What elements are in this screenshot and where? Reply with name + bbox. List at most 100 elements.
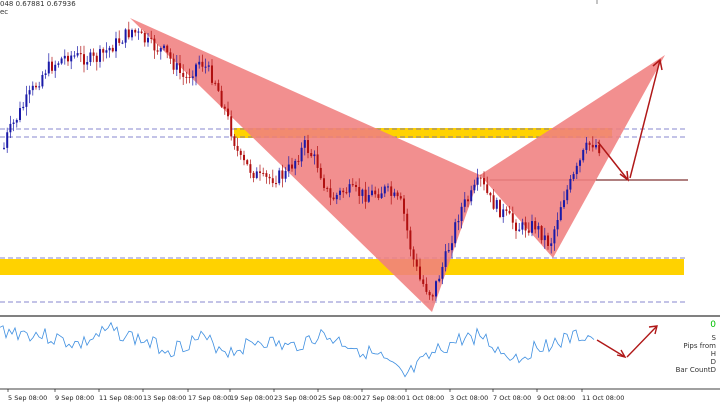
candle-body bbox=[383, 186, 386, 194]
candle-body bbox=[367, 195, 370, 202]
candle-body bbox=[387, 186, 389, 188]
candle-body bbox=[246, 160, 249, 165]
candle-body bbox=[396, 192, 399, 197]
candle-body bbox=[431, 295, 434, 297]
candle-body bbox=[543, 235, 546, 241]
candle-body bbox=[588, 142, 591, 145]
candle-body bbox=[342, 190, 345, 193]
candle-body bbox=[300, 147, 303, 162]
candle-body bbox=[355, 185, 357, 187]
candle-body bbox=[563, 200, 565, 208]
candle-body bbox=[479, 177, 482, 179]
candle-body bbox=[217, 83, 220, 91]
candle-body bbox=[499, 200, 501, 217]
time-axis-label: 23 Sep 08:00 bbox=[274, 394, 317, 402]
candle-body bbox=[169, 52, 172, 59]
candle-body bbox=[454, 222, 457, 244]
candle-body bbox=[191, 76, 194, 78]
candle-body bbox=[95, 55, 98, 62]
candle-body bbox=[15, 119, 18, 123]
candle-body bbox=[198, 61, 201, 65]
candle-body bbox=[25, 94, 28, 107]
candle-body bbox=[575, 165, 578, 175]
candle-body bbox=[265, 173, 268, 177]
candle-body bbox=[201, 61, 204, 67]
time-axis-label: 13 Sep 08:00 bbox=[143, 394, 186, 402]
candle-body bbox=[207, 65, 210, 67]
candle-body bbox=[582, 149, 585, 161]
candle-body bbox=[412, 249, 415, 260]
candle-body bbox=[486, 184, 489, 193]
candle-body bbox=[204, 66, 207, 68]
candle-body bbox=[348, 184, 351, 193]
candle-body bbox=[137, 31, 140, 33]
candle-body bbox=[271, 178, 274, 184]
candle-body bbox=[537, 226, 540, 230]
candle-body bbox=[505, 209, 508, 211]
candle-body bbox=[393, 192, 396, 196]
candle-body bbox=[473, 184, 476, 191]
candle-body bbox=[534, 221, 537, 230]
candle-body bbox=[211, 65, 213, 83]
candle-body bbox=[467, 199, 469, 202]
candle-body bbox=[521, 222, 524, 230]
demand-zone bbox=[0, 259, 684, 275]
candle-body bbox=[470, 190, 473, 202]
candle-body bbox=[351, 184, 354, 186]
time-axis-label: 27 Sep 08:00 bbox=[362, 394, 405, 402]
harmonic-pattern-xab[interactable] bbox=[130, 18, 480, 312]
candle-body bbox=[105, 50, 108, 53]
candle-body bbox=[179, 63, 181, 73]
harmonic-pattern-bcd[interactable] bbox=[480, 55, 665, 258]
indicator-label-d: D bbox=[710, 358, 716, 366]
candle-body bbox=[425, 283, 428, 292]
indicator-label-s: S bbox=[711, 334, 716, 342]
candle-body bbox=[422, 279, 425, 284]
candle-body bbox=[339, 190, 341, 195]
time-axis-label: 11 Sep 08:00 bbox=[99, 394, 142, 402]
candle-body bbox=[195, 64, 197, 77]
candle-body bbox=[255, 171, 258, 178]
candle-body bbox=[233, 136, 236, 146]
candle-body bbox=[518, 229, 521, 231]
candle-body bbox=[214, 82, 217, 84]
candle-body bbox=[335, 194, 338, 200]
candle-body bbox=[73, 55, 76, 57]
candle-body bbox=[131, 29, 133, 38]
candle-body bbox=[310, 153, 313, 157]
candle-body bbox=[159, 48, 162, 52]
candle-body bbox=[284, 170, 287, 179]
candle-body bbox=[31, 85, 34, 91]
indicator-label-h: H bbox=[710, 350, 716, 358]
candle-body bbox=[275, 183, 277, 185]
time-axis-label: 3 Oct 08:00 bbox=[450, 394, 488, 402]
time-axis-label: 1 Oct 08:00 bbox=[406, 394, 444, 402]
candle-body bbox=[585, 142, 588, 150]
candle-body bbox=[12, 122, 15, 124]
candle-body bbox=[22, 106, 25, 109]
candle-body bbox=[44, 73, 47, 75]
candle-body bbox=[79, 53, 82, 55]
candle-body bbox=[35, 85, 37, 88]
candle-body bbox=[86, 62, 89, 65]
candle-body bbox=[54, 64, 57, 71]
candle-body bbox=[294, 160, 297, 169]
candle-body bbox=[547, 235, 549, 246]
candle-body bbox=[220, 90, 223, 107]
candle-body bbox=[457, 221, 460, 223]
candle-body bbox=[358, 186, 361, 196]
candle-body bbox=[527, 230, 530, 233]
candle-body bbox=[134, 29, 137, 33]
candle-body bbox=[223, 106, 226, 109]
candle-body bbox=[556, 220, 559, 230]
candle-body bbox=[163, 45, 165, 49]
candle-body bbox=[553, 229, 556, 244]
candle-body bbox=[291, 164, 293, 169]
candle-body bbox=[297, 160, 300, 162]
indicator-label-barcount: Bar CountD bbox=[675, 366, 716, 374]
candle-body bbox=[403, 198, 405, 214]
candle-body bbox=[3, 147, 5, 149]
candle-body bbox=[172, 58, 175, 70]
